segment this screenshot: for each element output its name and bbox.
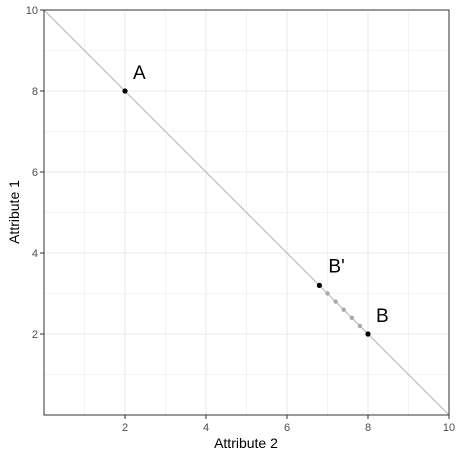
y-tick-label: 8 bbox=[32, 86, 38, 98]
point-label: B bbox=[376, 306, 389, 327]
y-tick-label: 10 bbox=[26, 5, 38, 17]
x-axis-title: Attribute 2 bbox=[214, 435, 278, 451]
panel-border bbox=[43, 9, 450, 416]
data-point bbox=[316, 282, 322, 288]
x-tick-label: 2 bbox=[122, 422, 128, 434]
x-tick-label: 4 bbox=[203, 422, 209, 434]
data-point bbox=[365, 331, 371, 337]
point-label: B' bbox=[328, 256, 344, 277]
intermediate-points bbox=[325, 291, 363, 329]
y-tick-label: 6 bbox=[32, 167, 38, 179]
intermediate-point bbox=[357, 323, 363, 329]
y-tick-label: 2 bbox=[32, 329, 38, 341]
reference-line bbox=[43, 9, 450, 416]
labeled-points: A B' B bbox=[122, 63, 389, 337]
point-label: A bbox=[133, 63, 146, 84]
x-axis-ticks: 2 4 6 8 10 bbox=[122, 415, 455, 434]
intermediate-point bbox=[341, 307, 346, 312]
x-tick-label: 8 bbox=[365, 422, 371, 434]
data-point bbox=[122, 88, 128, 94]
y-tick-label: 4 bbox=[32, 248, 38, 260]
intermediate-point bbox=[325, 291, 330, 296]
y-axis-ticks: 2 4 6 8 10 bbox=[26, 5, 44, 341]
x-tick-label: 6 bbox=[284, 422, 290, 434]
x-tick-label: 10 bbox=[443, 422, 455, 434]
intermediate-point bbox=[349, 315, 354, 320]
intermediate-point bbox=[333, 299, 338, 304]
y-axis-title: Attribute 1 bbox=[6, 180, 22, 244]
